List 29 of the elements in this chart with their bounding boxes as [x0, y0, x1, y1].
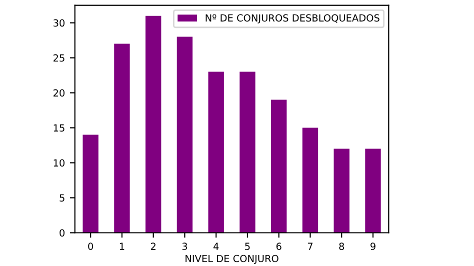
bar: [302, 128, 318, 233]
bar: [114, 44, 130, 233]
bar: [82, 134, 98, 233]
x-tick-label: 8: [339, 242, 344, 250]
y-tick-label: 10: [54, 159, 65, 167]
x-tick-label: 2: [150, 242, 156, 250]
x-tick-label: 1: [120, 242, 124, 250]
x-tick-label: 5: [245, 242, 250, 250]
x-tick-label: 4: [213, 242, 219, 250]
bar: [271, 100, 287, 233]
y-tick-label: 20: [54, 89, 65, 97]
x-tick-label: 7: [308, 242, 312, 250]
y-tick-label: 30: [54, 19, 65, 27]
x-tick-label: 0: [88, 242, 94, 250]
x-tick-label: 3: [182, 242, 188, 250]
y-tick-label: 0: [60, 229, 65, 237]
y-tick-label: 5: [60, 194, 64, 202]
y-tick-label: 15: [54, 124, 64, 132]
bar: [365, 148, 381, 233]
bar: [334, 148, 350, 233]
x-tick-label: 6: [276, 242, 282, 250]
legend-label: Nº DE CONJUROS DESBLOQUEADOS: [206, 14, 380, 24]
y-tick-label: 25: [54, 54, 64, 62]
bar: [145, 16, 162, 233]
bar: [240, 72, 256, 233]
x-tick-label: 9: [370, 242, 376, 250]
bar: [208, 72, 224, 233]
x-axis-title: NIVEL DE CONJURO: [186, 254, 278, 264]
bar: [176, 36, 193, 233]
